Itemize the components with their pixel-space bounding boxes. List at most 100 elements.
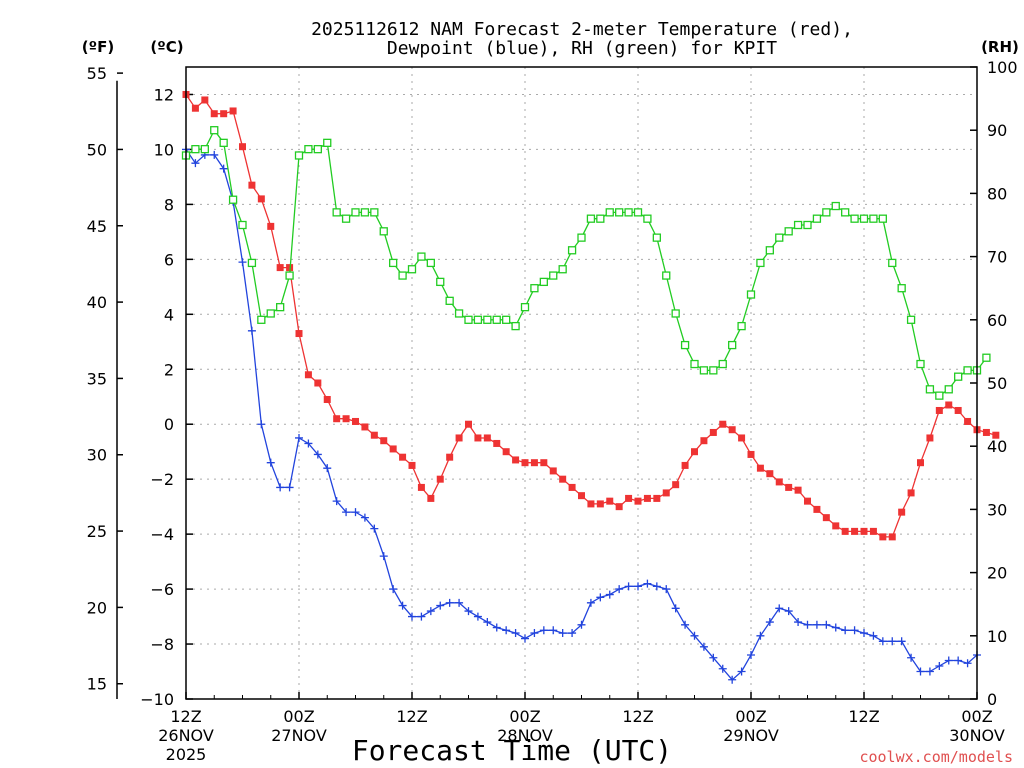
temperature-point (427, 494, 435, 502)
temperature-point (982, 428, 990, 436)
temperature-point (465, 420, 472, 428)
fahrenheit-tick-label: 40 (87, 293, 107, 312)
dewpoint-point (492, 623, 501, 632)
dewpoint-point (935, 662, 944, 671)
time-tick-label: 2025 (166, 745, 207, 764)
temperature-point (521, 459, 529, 467)
time-tick-label: 00Z (283, 707, 314, 726)
temperature-point (662, 489, 670, 497)
temperature-point (446, 453, 454, 461)
rh-tick-label: 50 (987, 374, 1007, 393)
temperature-point (756, 464, 764, 472)
temperature-point (380, 437, 388, 445)
dewpoint-point (191, 159, 200, 168)
rh-point (954, 372, 963, 381)
temperature-point (954, 406, 962, 414)
temperature-point (775, 478, 783, 486)
dewpoint-point (925, 667, 934, 676)
temperature-point (625, 494, 633, 502)
temperature-point (229, 107, 237, 115)
rh-point (483, 315, 492, 324)
temperature-point (785, 483, 793, 491)
rh-point (803, 220, 812, 230)
rh-point (765, 246, 774, 255)
dewpoint-point (963, 659, 972, 668)
fahrenheit-tick-label: 55 (87, 64, 107, 83)
celsius-unit-label: (ºC) (150, 38, 183, 56)
time-tick-label: 00Z (735, 707, 766, 726)
rh-point (869, 214, 878, 223)
fahrenheit-tick-label: 20 (87, 598, 107, 617)
temperature-point (700, 437, 708, 445)
temperature-point (549, 467, 557, 475)
temperature-point (822, 514, 830, 522)
dewpoint-point (765, 618, 774, 627)
temperature-point (540, 459, 548, 467)
temperature-point (804, 497, 811, 505)
celsius-tick-label: 0 (164, 415, 174, 434)
series-temperature (182, 90, 1000, 541)
time-tick-label: 26NOV (158, 726, 214, 745)
rh-point (841, 208, 850, 217)
time-tick-label: 30NOV (949, 726, 1005, 745)
rh-point (257, 315, 266, 324)
temperature-point (493, 439, 501, 447)
rh-tick-label: 40 (987, 437, 1007, 456)
rh-point (643, 214, 652, 223)
dewpoint-point (257, 420, 266, 429)
dewpoint-point (803, 620, 812, 629)
rh-point (530, 284, 539, 293)
dewpoint-point (219, 164, 228, 173)
dewpoint-point (276, 483, 285, 492)
celsius-tick-label: 8 (164, 195, 174, 214)
temperature-point (643, 494, 651, 502)
rh-point (191, 145, 200, 154)
rh-point (417, 252, 426, 261)
rh-point (935, 391, 944, 400)
temperature-point (596, 500, 604, 508)
dewpoint-point (897, 637, 906, 646)
temperature-point (333, 415, 341, 423)
rh-point (699, 366, 709, 375)
temperature-point (399, 453, 407, 461)
rh-point (276, 303, 285, 312)
dewpoint-point (841, 626, 850, 635)
celsius-tick-label: 2 (164, 360, 174, 379)
rh-point (944, 385, 953, 394)
temperature-point (672, 481, 680, 489)
dewpoint-point (408, 612, 416, 621)
temperature-point (512, 456, 520, 464)
rh-point (652, 233, 661, 242)
fahrenheit-unit-label: (ºF) (82, 38, 114, 56)
rh-point (294, 151, 304, 160)
dewpoint-point (794, 618, 803, 627)
temperature-point (898, 508, 906, 516)
rh-point (916, 359, 925, 369)
dewpoint-point (313, 450, 322, 459)
temperature-point (436, 475, 444, 483)
dewpoint-point (389, 585, 398, 594)
rh-point (200, 145, 209, 154)
dewpoint-point (247, 326, 256, 335)
temperature-point (408, 461, 416, 469)
temperature-point (964, 417, 972, 425)
temperature-point (455, 434, 463, 442)
temperature-point (342, 415, 350, 423)
dewpoint-point (860, 629, 868, 638)
dewpoint-point (455, 598, 464, 607)
rh-point (784, 227, 793, 236)
rh-point (341, 214, 351, 223)
temperature-point (201, 96, 209, 104)
rh-point (624, 208, 633, 217)
rh-point (520, 303, 530, 312)
rh-point (454, 309, 464, 318)
celsius-tick-label: 6 (164, 250, 174, 269)
temperature-point (568, 483, 576, 491)
temperature-point (832, 522, 840, 530)
rh-tick-label: 60 (987, 311, 1007, 330)
celsius-axis: −10 −8 −6 −4 −2 0 2 4 6 8 10 12 (140, 85, 193, 709)
dewpoint-point (568, 629, 577, 638)
series-dewpoint (182, 145, 981, 684)
dewpoint-point (822, 620, 831, 629)
x-axis-title: Forecast Time (UTC) (352, 734, 672, 767)
